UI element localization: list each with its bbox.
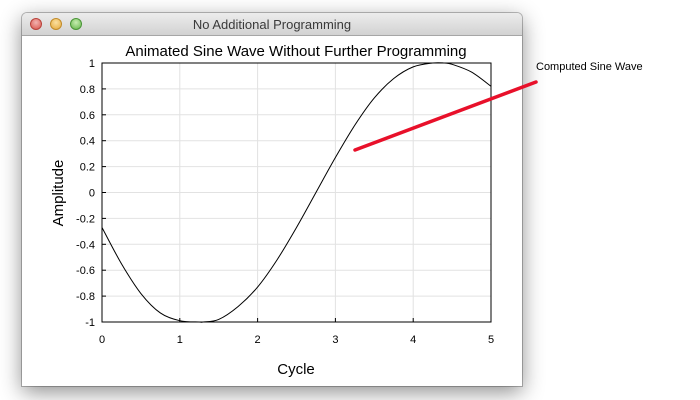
x-axis-label: Cycle	[277, 361, 315, 378]
close-window-button[interactable]	[30, 18, 42, 30]
minimize-window-button[interactable]	[50, 18, 62, 30]
y-tick-label: 1	[89, 58, 95, 70]
y-tick-label: 0.6	[80, 110, 95, 122]
axis-ticks: 0 1 2 3 4 5 -1 -0.8 -0.6 -0.4 -0.2 0 0.2 0.4 0.6 0.8 1	[76, 58, 494, 346]
x-tick-label: 2	[255, 334, 261, 346]
x-tick-label: 4	[410, 334, 416, 346]
y-tick-label: -0.6	[76, 265, 95, 277]
title-bar[interactable]: No Additional Programming	[22, 13, 522, 36]
x-tick-label: 3	[332, 334, 338, 346]
chart-title: Animated Sine Wave Without Further Progr…	[125, 43, 466, 60]
app-window: No Additional Programming	[22, 13, 522, 386]
y-tick-label: 0.4	[80, 136, 95, 148]
sine-series-line	[101, 62, 492, 323]
x-tick-label: 5	[488, 334, 494, 346]
y-tick-label: 0.8	[80, 84, 95, 96]
window-title: No Additional Programming	[192, 17, 352, 32]
annotation-pointer-line	[353, 80, 538, 152]
grid-layer	[101, 62, 492, 323]
x-tick-label: 1	[177, 334, 183, 346]
y-tick-label: -1	[85, 317, 95, 329]
y-tick-label: 0.2	[80, 162, 95, 174]
window-content	[22, 36, 522, 386]
y-tick-label: -0.2	[76, 213, 95, 225]
zoom-window-button[interactable]	[70, 18, 82, 30]
y-axis-label: Amplitude	[50, 160, 67, 227]
y-tick-label: -0.8	[76, 291, 95, 303]
y-tick-label: -0.4	[76, 239, 95, 251]
x-tick-label: 0	[99, 334, 105, 346]
plot-frame	[101, 62, 492, 323]
y-tick-label: 0	[89, 188, 95, 200]
annotation-label: Computed Sine Wave	[536, 61, 643, 73]
